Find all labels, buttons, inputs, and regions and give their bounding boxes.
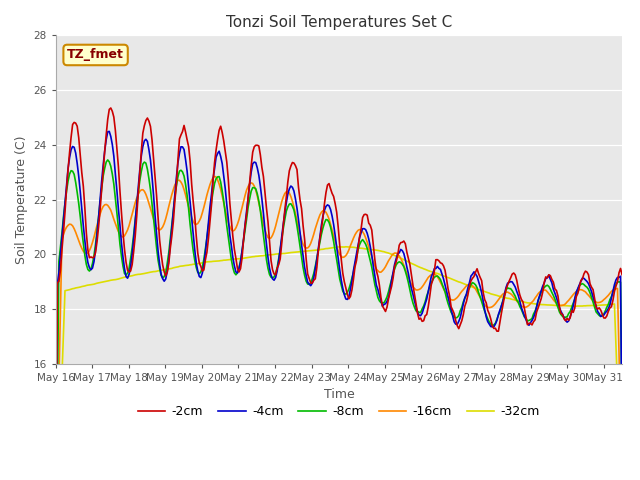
-8cm [468,280,476,286]
Text: TZ_fmet: TZ_fmet [67,48,124,61]
-16cm [342,253,349,259]
-2cm [107,105,115,111]
-32cm [243,255,250,261]
-2cm [468,276,476,281]
-32cm [124,274,131,279]
-8cm [104,157,111,163]
-8cm [618,410,626,416]
-8cm [607,294,615,300]
-4cm [125,271,133,277]
-32cm [342,244,349,250]
Line: -8cm: -8cm [56,160,622,480]
-4cm [244,194,252,200]
-16cm [211,174,218,180]
-8cm [147,187,154,192]
-16cm [124,227,131,233]
-16cm [468,283,476,289]
-32cm [340,244,348,250]
-2cm [607,304,615,310]
-4cm [52,458,60,464]
-16cm [145,200,153,206]
-32cm [468,284,476,290]
-4cm [147,157,154,163]
-8cm [125,265,133,271]
Line: -16cm: -16cm [56,177,622,480]
-4cm [342,296,349,302]
-16cm [618,478,626,480]
Y-axis label: Soil Temperature (C): Soil Temperature (C) [15,135,28,264]
X-axis label: Time: Time [324,388,355,401]
-2cm [147,123,154,129]
-4cm [607,295,615,301]
Line: -32cm: -32cm [56,247,622,480]
-2cm [618,272,626,277]
Title: Tonzi Soil Temperatures Set C: Tonzi Soil Temperatures Set C [226,15,452,30]
-8cm [244,204,252,210]
-32cm [145,270,153,276]
Line: -4cm: -4cm [56,132,622,461]
-2cm [342,285,349,291]
-16cm [607,288,615,294]
-8cm [342,291,349,297]
-2cm [244,195,252,201]
Legend: -2cm, -4cm, -8cm, -16cm, -32cm: -2cm, -4cm, -8cm, -16cm, -32cm [133,400,545,423]
Line: -2cm: -2cm [56,108,622,480]
-16cm [244,183,252,189]
-4cm [468,271,476,277]
-4cm [618,448,626,454]
-2cm [125,269,133,275]
-4cm [106,129,113,134]
-32cm [607,301,615,307]
